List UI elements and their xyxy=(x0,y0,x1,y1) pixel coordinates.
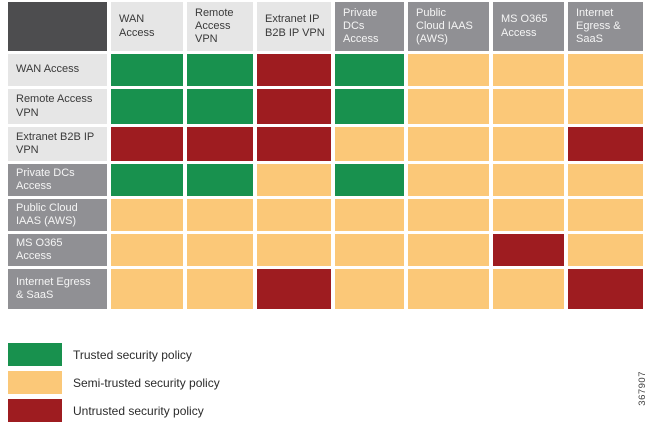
matrix-cell-2-7 xyxy=(568,89,643,124)
column-header-7: Internet Egress & SaaS xyxy=(568,2,643,51)
trusted-swatch xyxy=(8,343,62,366)
matrix-cell-6-4 xyxy=(335,234,404,266)
row-header-7: Internet Egress & SaaS xyxy=(8,269,107,309)
matrix-cell-7-1 xyxy=(111,269,183,309)
matrix-cell-3-5 xyxy=(408,127,489,161)
matrix-cell-3-3 xyxy=(257,127,331,161)
matrix-cell-2-1 xyxy=(111,89,183,124)
matrix-cell-7-3 xyxy=(257,269,331,309)
security-policy-matrix: WAN Access Remote Access VPN Extranet IP B… xyxy=(8,2,643,309)
matrix-cell-6-6 xyxy=(493,234,564,266)
matrix-corner-cell xyxy=(8,2,107,51)
matrix-cell-4-5 xyxy=(408,164,489,196)
matrix-cell-1-3 xyxy=(257,54,331,86)
matrix-cell-7-7 xyxy=(568,269,643,309)
matrix-cell-7-2 xyxy=(187,269,253,309)
matrix-cell-2-5 xyxy=(408,89,489,124)
matrix-cell-1-7 xyxy=(568,54,643,86)
matrix-cell-2-6 xyxy=(493,89,564,124)
semi-trusted-swatch xyxy=(8,371,62,394)
matrix-cell-1-1 xyxy=(111,54,183,86)
matrix-cell-5-6 xyxy=(493,199,564,231)
matrix-cell-6-1 xyxy=(111,234,183,266)
legend-label: Untrusted security policy xyxy=(73,403,204,418)
legend: Trusted security policy Semi-trusted secu… xyxy=(8,343,220,422)
matrix-cell-7-6 xyxy=(493,269,564,309)
matrix-cell-4-2 xyxy=(187,164,253,196)
matrix-cell-6-7 xyxy=(568,234,643,266)
matrix-cell-4-1 xyxy=(111,164,183,196)
column-header-2: Remote Access VPN xyxy=(187,2,253,51)
matrix-cell-1-5 xyxy=(408,54,489,86)
matrix-cell-1-6 xyxy=(493,54,564,86)
row-header-2: Remote Access VPN xyxy=(8,89,107,124)
row-header-6: MS O365 Access xyxy=(8,234,107,266)
column-header-1: WAN Access xyxy=(111,2,183,51)
column-header-6: MS O365 Access xyxy=(493,2,564,51)
legend-item-semi-trusted: Semi-trusted security policy xyxy=(8,371,220,394)
matrix-cell-6-5 xyxy=(408,234,489,266)
matrix-cell-5-4 xyxy=(335,199,404,231)
row-header-4: Private DCs Access xyxy=(8,164,107,196)
matrix-cell-4-4 xyxy=(335,164,404,196)
column-header-3: Extranet IP B2B IP VPN xyxy=(257,2,331,51)
matrix-cell-2-2 xyxy=(187,89,253,124)
legend-label: Semi-trusted security policy xyxy=(73,375,220,390)
column-header-4: Private DCs Access xyxy=(335,2,404,51)
matrix-cell-3-6 xyxy=(493,127,564,161)
column-header-5: Public Cloud IAAS (AWS) xyxy=(408,2,489,51)
matrix-cell-2-3 xyxy=(257,89,331,124)
row-header-5: Public Cloud IAAS (AWS) xyxy=(8,199,107,231)
matrix-cell-6-2 xyxy=(187,234,253,266)
legend-label: Trusted security policy xyxy=(73,347,192,362)
matrix-cell-4-7 xyxy=(568,164,643,196)
matrix-cell-6-3 xyxy=(257,234,331,266)
matrix-cell-3-4 xyxy=(335,127,404,161)
matrix-cell-3-2 xyxy=(187,127,253,161)
matrix-cell-3-7 xyxy=(568,127,643,161)
matrix-cell-4-3 xyxy=(257,164,331,196)
matrix-cell-5-2 xyxy=(187,199,253,231)
matrix-cell-7-5 xyxy=(408,269,489,309)
untrusted-swatch xyxy=(8,399,62,422)
legend-item-untrusted: Untrusted security policy xyxy=(8,399,220,422)
matrix-cell-5-5 xyxy=(408,199,489,231)
matrix-cell-5-7 xyxy=(568,199,643,231)
row-header-3: Extranet B2B IP VPN xyxy=(8,127,107,161)
matrix-cell-5-1 xyxy=(111,199,183,231)
matrix-cell-7-4 xyxy=(335,269,404,309)
matrix-cell-3-1 xyxy=(111,127,183,161)
matrix-cell-1-4 xyxy=(335,54,404,86)
matrix-cell-4-6 xyxy=(493,164,564,196)
figure-number: 367907 xyxy=(637,371,648,406)
matrix-cell-5-3 xyxy=(257,199,331,231)
legend-item-trusted: Trusted security policy xyxy=(8,343,220,366)
matrix-cell-2-4 xyxy=(335,89,404,124)
row-header-1: WAN Access xyxy=(8,54,107,86)
matrix-cell-1-2 xyxy=(187,54,253,86)
